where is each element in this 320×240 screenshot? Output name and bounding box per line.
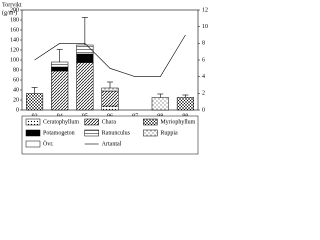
legend-label: Övr.	[43, 140, 54, 147]
chart: Torrvikt (g/m²) 020406080100120140160180…	[2, 2, 208, 155]
y2-tick-label: 12	[202, 7, 208, 13]
bar-segment	[51, 61, 69, 68]
bar-segment	[101, 105, 119, 111]
y-tick-label: 40	[13, 87, 19, 93]
legend-label: Ceratophyllum	[43, 119, 79, 125]
legend-swatch	[25, 129, 41, 137]
legend-label: Chara	[102, 119, 117, 125]
y-tick-label: 80	[13, 67, 19, 73]
legend-label: Ranunculus	[102, 130, 131, 136]
legend-label: Artantal	[102, 141, 122, 147]
legend-label: Potamogeton	[43, 130, 75, 136]
y-tick-label: 20	[13, 97, 19, 103]
y2-tick-label: 10	[202, 24, 208, 30]
y-tick-label: 180	[10, 17, 19, 23]
bar-segment	[101, 90, 119, 107]
y-axis-label: (g/m²)	[2, 9, 17, 16]
legend-swatch	[25, 140, 41, 148]
legend-swatch	[84, 129, 99, 137]
bar-segment	[51, 66, 69, 72]
y2-tick-label: 4	[202, 74, 205, 80]
y-tick-label: 140	[10, 37, 19, 43]
y2-tick-label: 2	[202, 91, 205, 97]
legend-swatch	[143, 118, 158, 126]
y2-tick-label: 8	[202, 41, 205, 47]
y2-tick-label: 6	[202, 57, 205, 63]
y-tick-label: 200	[10, 7, 19, 13]
bar-segment	[76, 62, 94, 111]
bar-segment	[176, 97, 194, 111]
legend-swatch	[143, 129, 158, 137]
bar-segment	[51, 70, 69, 111]
line	[34, 34, 186, 77]
bar-segment	[101, 87, 119, 92]
legend-label: Ruppia	[160, 130, 178, 136]
y2-tick-label: 0	[202, 107, 205, 113]
y-tick-label: 160	[10, 27, 19, 33]
y-tick-label: 120	[10, 47, 19, 53]
legend-label: Myriophyllum	[160, 119, 195, 125]
legend-swatch	[25, 118, 41, 126]
y-tick-label: 0	[16, 107, 19, 113]
legend-swatch	[84, 118, 99, 126]
chart-title: Torrvikt	[2, 2, 22, 8]
y-tick-label: 100	[10, 57, 19, 63]
legend-frame	[21, 115, 199, 155]
y-tick-label: 60	[13, 77, 19, 83]
bar-segment	[151, 97, 169, 111]
bar-segment	[76, 53, 94, 63]
bar-segment	[26, 93, 44, 111]
